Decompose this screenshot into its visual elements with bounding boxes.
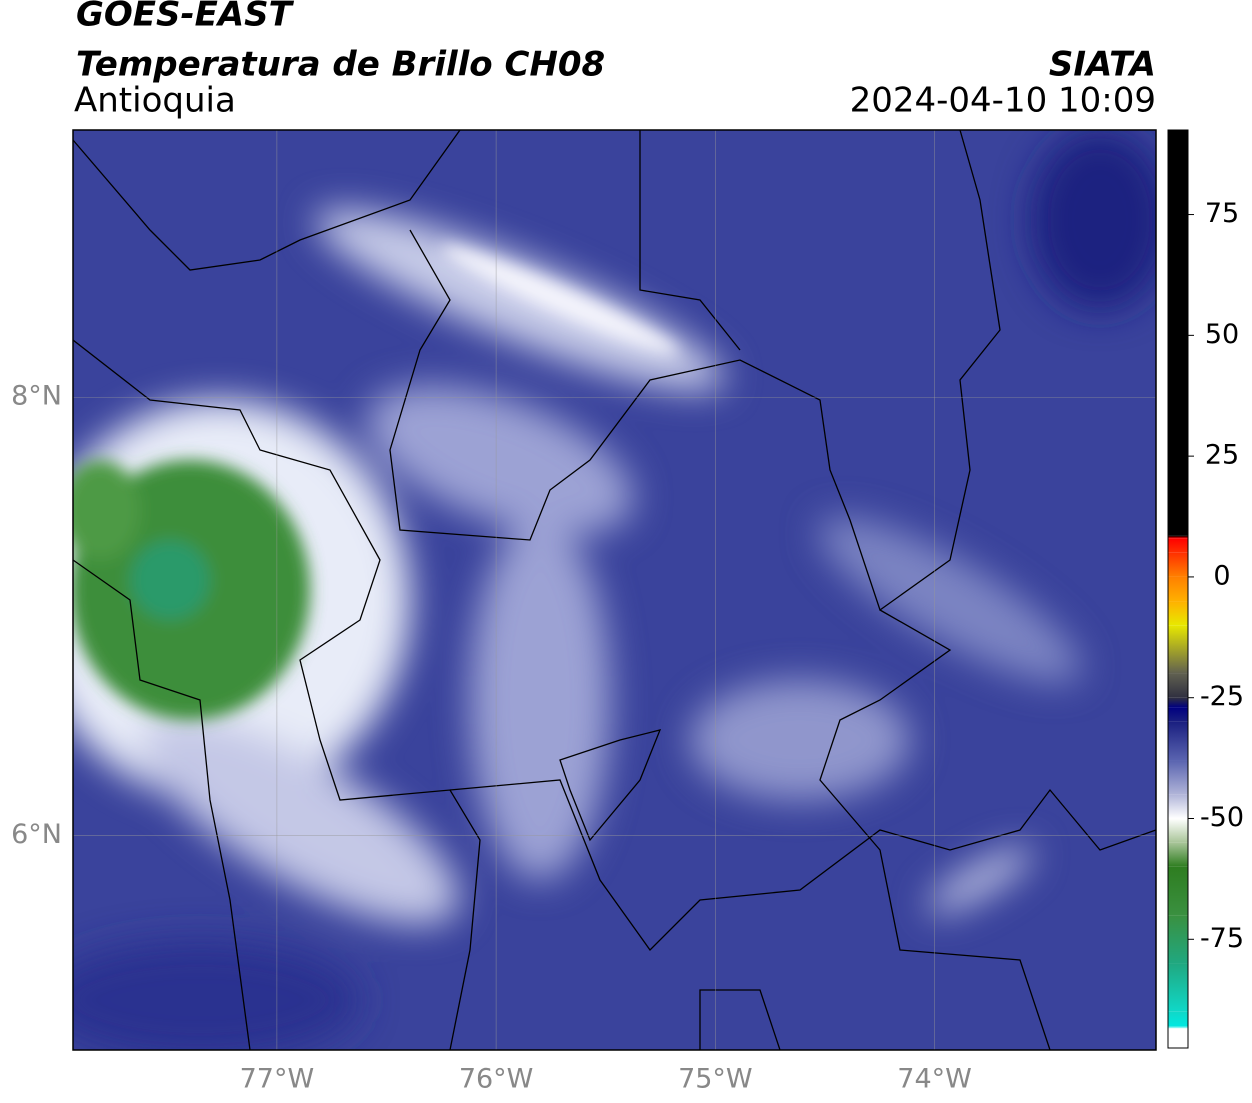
colorbar-segment: [1168, 535, 1188, 539]
datetime: 2024-04-10 10:09: [850, 81, 1156, 121]
colorbar-tick-label: -75: [1200, 923, 1244, 954]
colorbar-segment: [1168, 963, 1188, 1012]
colorbar-segment: [1168, 866, 1188, 916]
y-tick-label: 8°N: [11, 381, 62, 412]
colorbar-segment: [1168, 818, 1188, 843]
colorbar-segment: [1168, 915, 1188, 964]
colorbar-segment: [1168, 1028, 1188, 1048]
colorbar-tick-label: -50: [1200, 802, 1244, 833]
x-tick-label: 77°W: [240, 1064, 315, 1095]
source: SIATA: [1049, 45, 1156, 85]
colorbar-segment: [1168, 552, 1188, 577]
colorbar-segment: [1168, 673, 1188, 698]
colorbar-segment: [1168, 1011, 1188, 1027]
product: Temperatura de Brillo CH08: [76, 45, 605, 85]
colorbar-segment: [1168, 576, 1188, 602]
colorbar-segment: [1168, 1026, 1188, 1029]
region: Antioquia: [74, 81, 236, 121]
x-tick-label: 74°W: [897, 1064, 972, 1095]
colorbar-segment: [1168, 760, 1188, 795]
colorbar-segment: [1168, 697, 1188, 708]
colorbar-tick-label: 50: [1205, 319, 1239, 350]
colorbar-tick-label: -25: [1200, 681, 1244, 712]
colorbar-segment: [1168, 707, 1188, 722]
colorbar-frame: [1167, 129, 1189, 1049]
colorbar-segment: [1168, 721, 1188, 761]
map-frame: [72, 129, 1157, 1051]
colorbar-segment: [1168, 625, 1188, 674]
colorbar-tick-label: 25: [1205, 440, 1239, 471]
colorbar-segment: [1168, 794, 1188, 819]
colorbar-segment: [1168, 130, 1188, 536]
x-tick-label: 76°W: [459, 1064, 534, 1095]
colorbar-tick-label: 0: [1213, 560, 1230, 591]
x-tick-label: 75°W: [678, 1064, 753, 1095]
colorbar-segment: [1168, 538, 1188, 553]
colorbar-segment: [1168, 601, 1188, 626]
y-tick-label: 6°N: [11, 819, 62, 850]
colorbar-segment: [1168, 842, 1188, 867]
colorbar-tick-label: 75: [1205, 198, 1239, 229]
satellite: GOES-EAST: [76, 0, 295, 35]
satellite-image: [73, 130, 1156, 1050]
